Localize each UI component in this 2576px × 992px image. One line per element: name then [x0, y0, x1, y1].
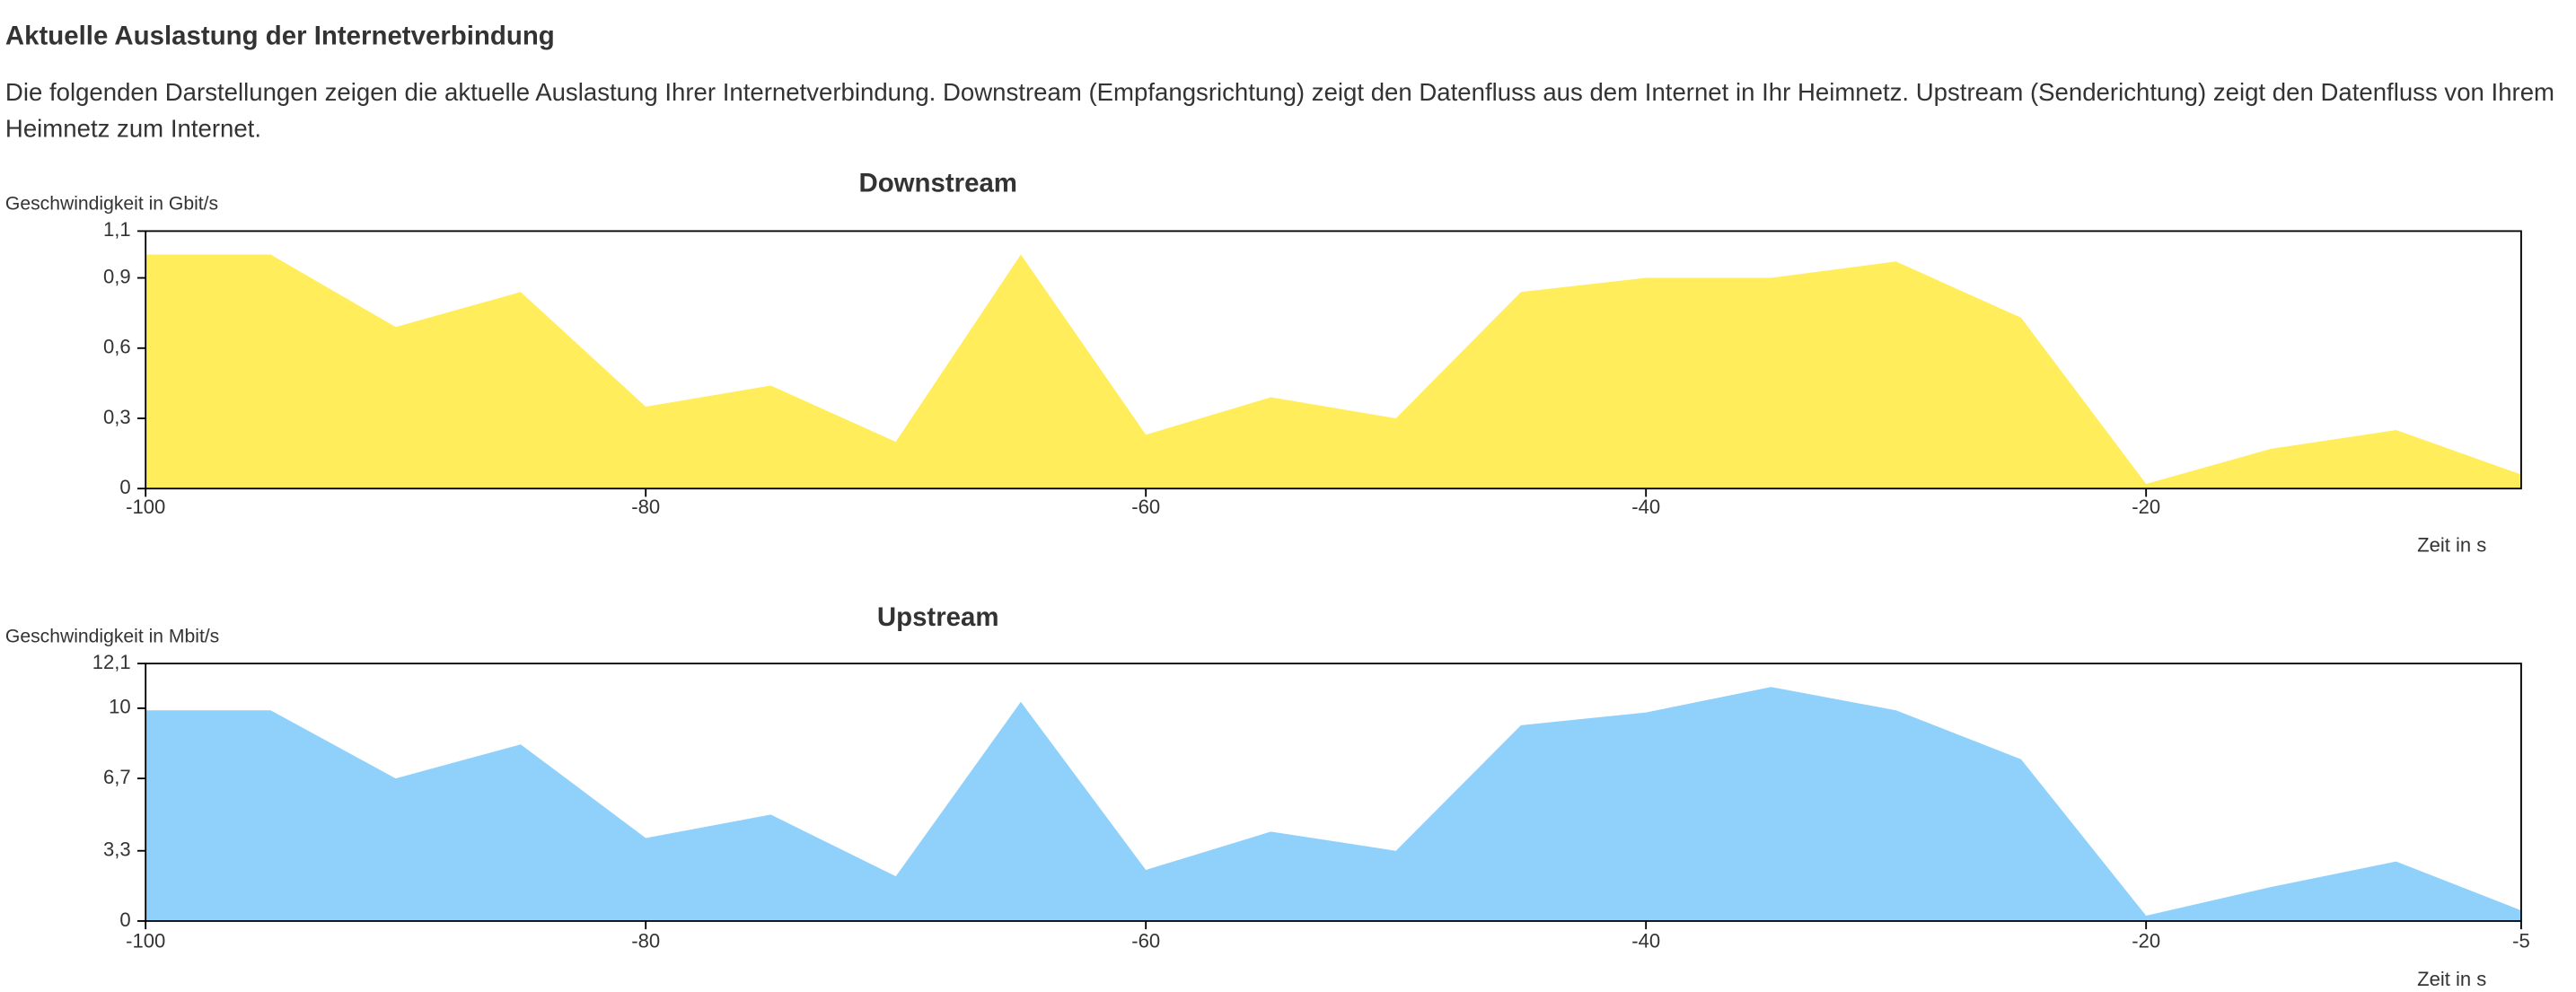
- x-tick-label: -80: [631, 496, 660, 518]
- y-tick-label: 0: [119, 909, 130, 931]
- y-tick-label: 12,1: [92, 651, 131, 673]
- y-tick-label: 1,1: [103, 218, 131, 241]
- y-tick-label: 0,6: [103, 336, 131, 358]
- x-tick-label: -100: [126, 930, 165, 952]
- x-tick-label: -20: [2132, 930, 2160, 952]
- x-tick-label: -60: [1131, 496, 1160, 518]
- y-tick-label: 3,3: [103, 838, 131, 861]
- y-tick-label: 0,3: [103, 406, 131, 428]
- plot-frame: [145, 663, 2522, 922]
- x-tick-label: -40: [1631, 930, 1660, 952]
- y-tick-label: 0,9: [103, 265, 131, 287]
- area: [145, 687, 2521, 921]
- y-tick-label: 6,7: [103, 766, 131, 788]
- area: [145, 254, 2521, 489]
- y-axis-label: Geschwindigkeit in Gbit/s: [5, 194, 218, 215]
- x-tick-label: -60: [1131, 930, 1160, 952]
- x-axis-label: Zeit in s: [2417, 533, 2486, 556]
- y-tick-label: 0: [119, 476, 130, 498]
- y-axis-label: Geschwindigkeit in Mbit/s: [5, 626, 219, 646]
- y-tick-label: 10: [109, 696, 131, 718]
- x-axis-label: Zeit in s: [2417, 968, 2486, 990]
- x-tick-label: -5: [2512, 930, 2530, 952]
- x-tick-label: -80: [631, 930, 660, 952]
- plot-frame: [145, 230, 2522, 490]
- x-tick-label: -20: [2132, 496, 2160, 518]
- chart-title: Upstream: [877, 602, 999, 632]
- x-tick-label: -100: [126, 496, 165, 518]
- page-title: Aktuelle Auslastung der Internetverbindu…: [4, 22, 555, 51]
- header: Aktuelle Auslastung der Internetverbindu…: [4, 22, 2555, 144]
- x-tick-label: -40: [1631, 496, 1660, 518]
- description: Die folgenden Darstellungen zeigen die a…: [4, 79, 2555, 144]
- chart-title: Downstream: [858, 169, 1016, 198]
